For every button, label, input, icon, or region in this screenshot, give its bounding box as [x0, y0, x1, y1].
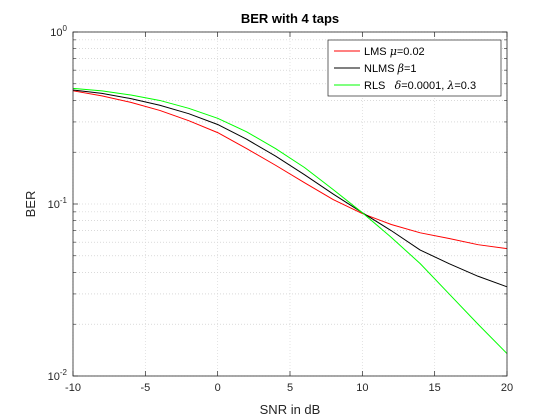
y-tick-label: 10-2	[48, 368, 68, 383]
series-line-nlms	[72, 89, 508, 288]
x-tick-label: -5	[140, 382, 150, 394]
y-tick-label: 100	[50, 24, 67, 39]
y-axis-label: BER	[23, 191, 38, 218]
x-tick-label: -10	[65, 382, 81, 394]
legend: LMS μ=0.02 NLMS β=1 RLS δ=0.0001, λ=0.3	[327, 39, 502, 97]
x-tick-label: 15	[429, 382, 441, 394]
legend-entry-rls: RLS δ=0.0001, λ=0.3	[364, 79, 476, 92]
series-line-rls	[72, 87, 508, 354]
x-tick-label: 10	[356, 382, 368, 394]
legend-entry-lms: LMS μ=0.02	[364, 45, 425, 58]
axis-ticks	[72, 31, 508, 377]
y-tick-labels: 10-2 10-1 100	[48, 24, 68, 383]
chart-title: BER with 4 taps	[241, 11, 339, 26]
series-layer	[72, 87, 508, 354]
y-tick-label: 10-1	[48, 196, 68, 211]
x-tick-labels: -10 -5 0 5 10 15 20	[65, 382, 513, 394]
series-line-lms	[72, 90, 508, 250]
legend-entry-nlms: NLMS β=1	[364, 62, 417, 75]
x-tick-label: 0	[215, 382, 221, 394]
x-tick-label: 20	[501, 382, 513, 394]
x-axis-label: SNR in dB	[260, 402, 321, 417]
x-tick-label: 5	[287, 382, 293, 394]
